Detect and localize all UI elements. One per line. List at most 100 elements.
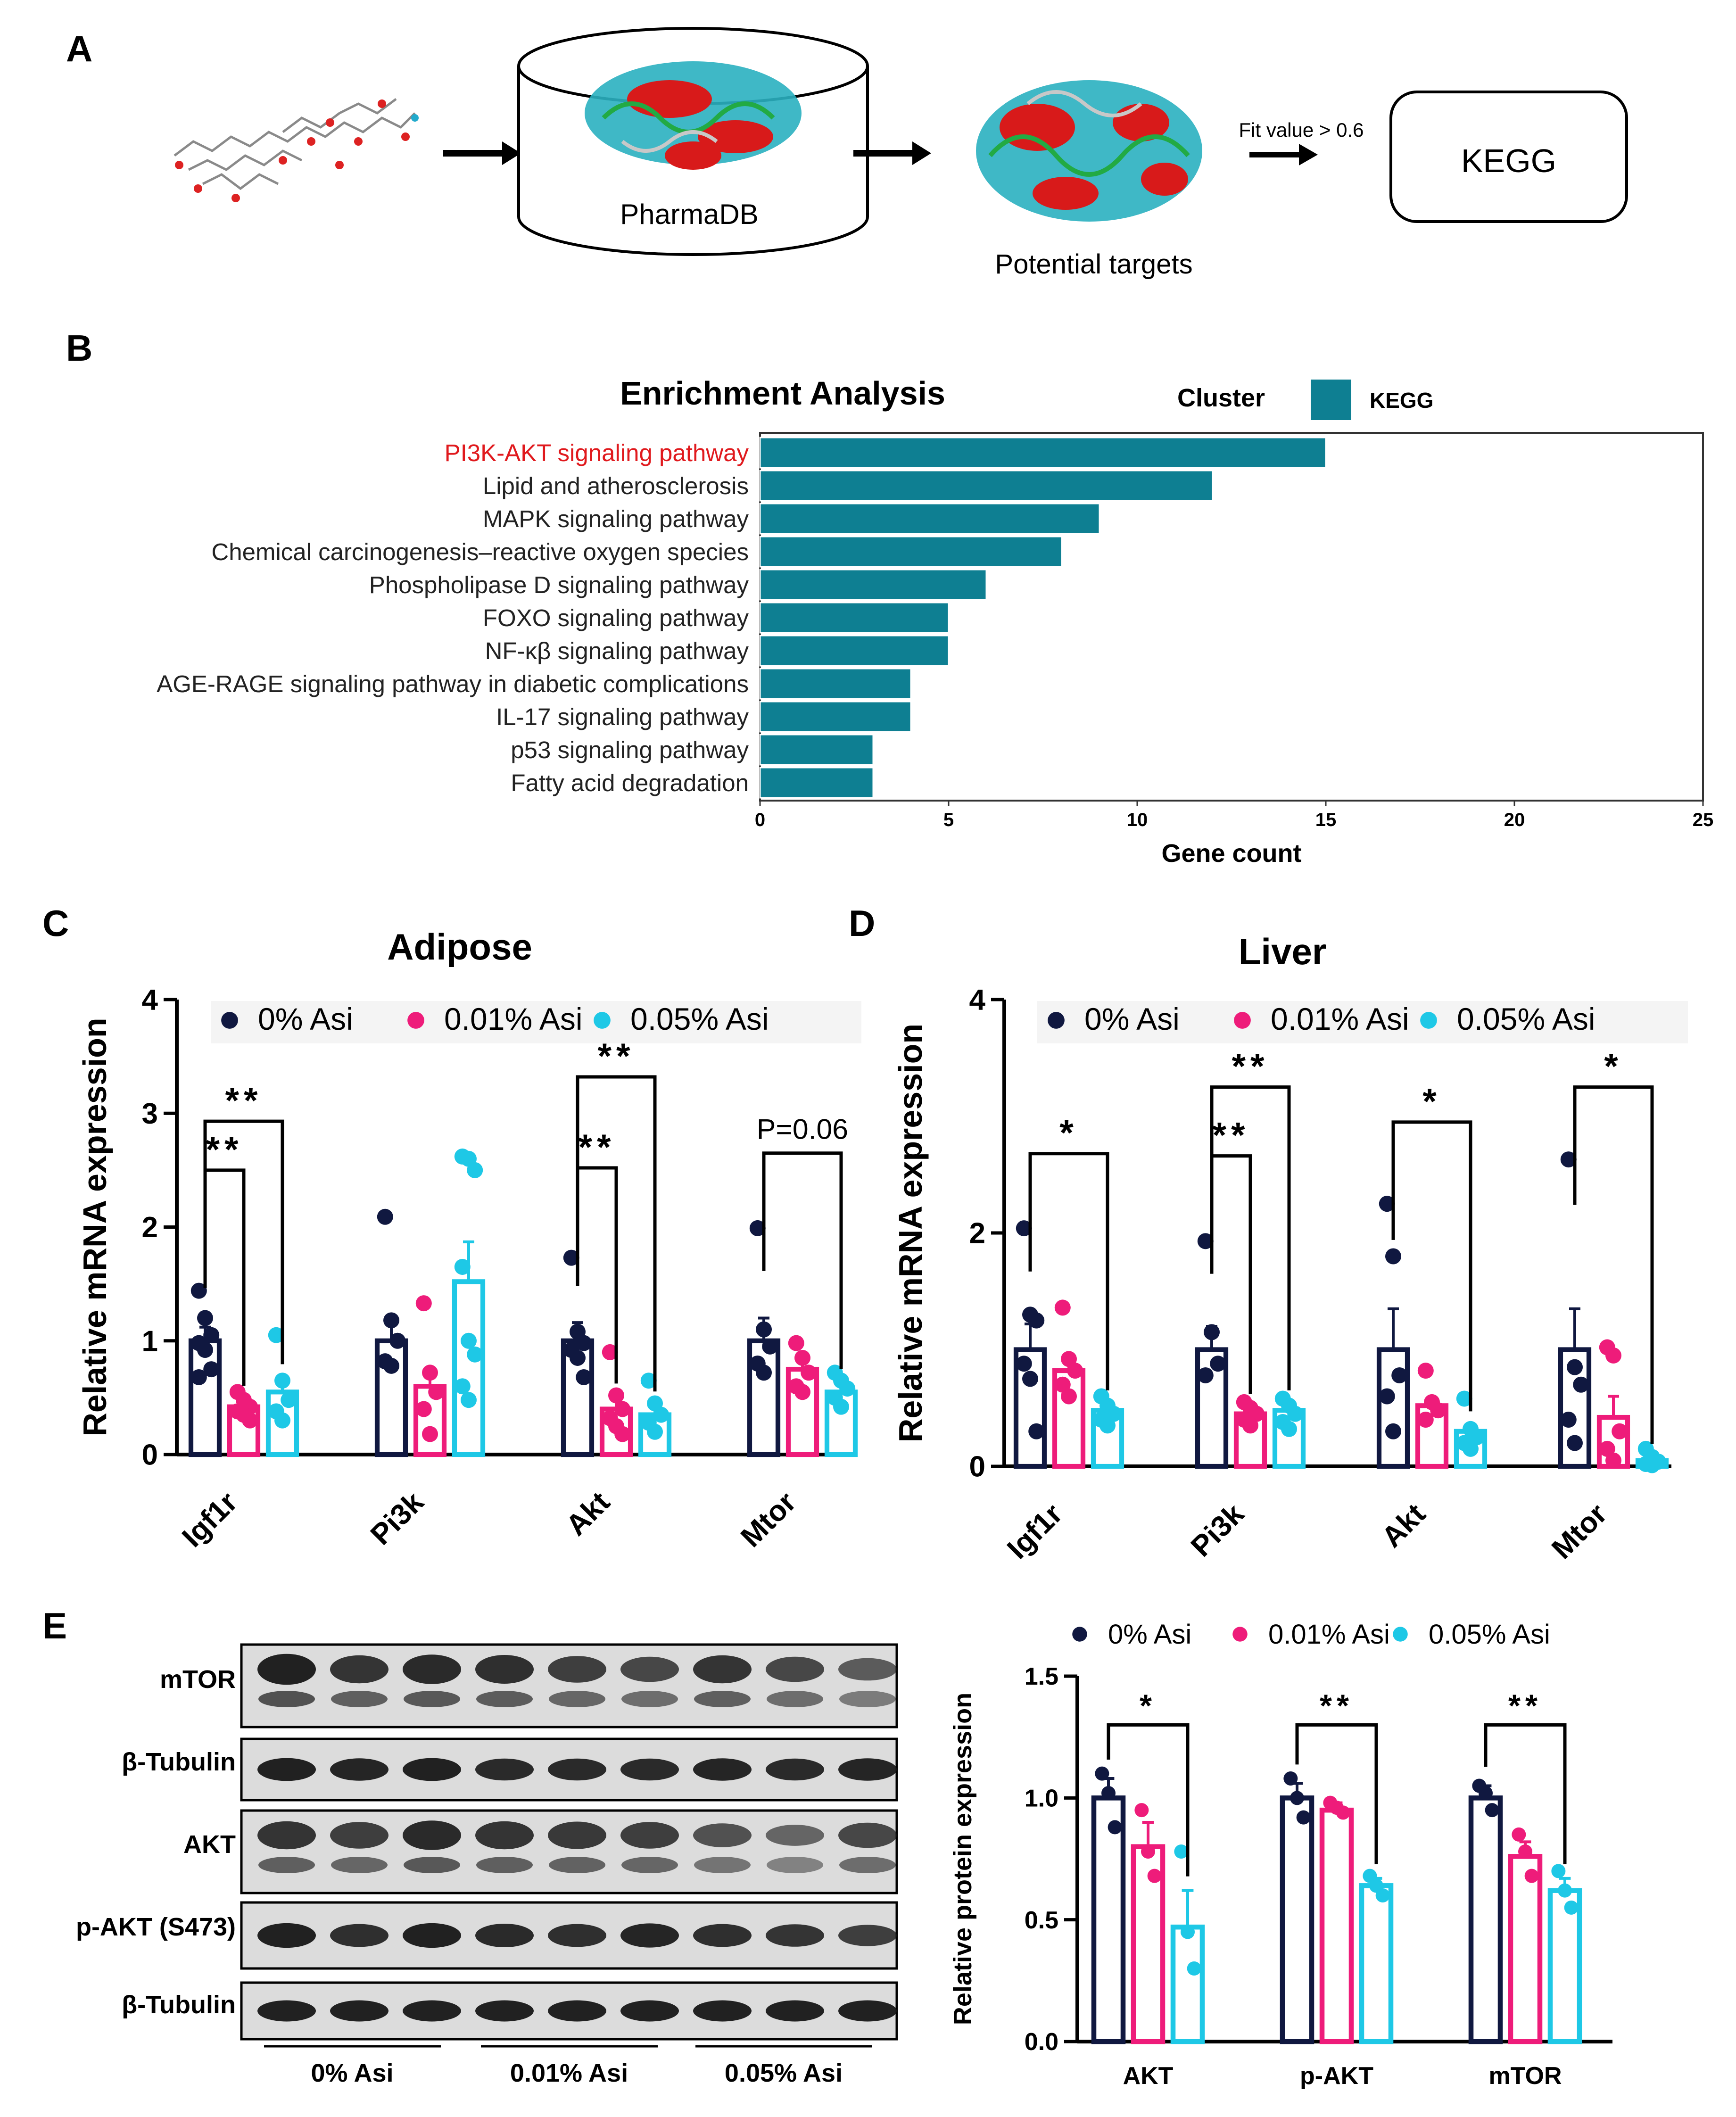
data-point <box>1204 1324 1220 1340</box>
blot-band <box>620 2000 679 2022</box>
blot-band <box>475 2000 534 2022</box>
blot-band <box>838 1925 897 1946</box>
data-point <box>1385 1423 1401 1439</box>
data-point <box>422 1364 438 1381</box>
data-point <box>1417 1363 1434 1379</box>
protein-structure-icon <box>976 80 1202 222</box>
blot-band <box>767 1691 823 1707</box>
data-point <box>647 1423 663 1440</box>
blot-band <box>403 1758 461 1781</box>
category-label: Chemical carcinogenesis–reactive oxygen … <box>211 538 749 565</box>
blot-band <box>693 2000 752 2022</box>
x-category-label: p-AKT <box>1300 2062 1373 2090</box>
data-point <box>197 1342 213 1358</box>
data-point <box>1016 1356 1032 1372</box>
data-point <box>1101 1786 1116 1800</box>
kegg-box <box>1389 91 1628 223</box>
x-category-label: Pi3k <box>1185 1497 1250 1563</box>
bar <box>759 767 874 799</box>
blot-band <box>620 1923 679 1948</box>
significance-label: ** <box>597 1036 635 1076</box>
data-point <box>1028 1423 1045 1439</box>
blot-band <box>258 1691 315 1707</box>
category-label: Lipid and atherosclerosis <box>483 472 749 499</box>
legend-marker <box>594 1012 611 1029</box>
bar <box>759 536 1063 568</box>
significance-label: * <box>1604 1047 1623 1087</box>
panel-label-b: B <box>66 327 92 369</box>
y-tick-label: 0.0 <box>1025 2028 1058 2056</box>
data-point <box>461 1332 477 1349</box>
data-point <box>422 1426 438 1442</box>
legend-marker <box>407 1012 424 1029</box>
data-point <box>794 1384 810 1400</box>
data-point <box>1336 1805 1350 1820</box>
data-point <box>762 1338 778 1355</box>
data-point <box>576 1335 592 1351</box>
bar <box>759 503 1100 535</box>
data-point <box>749 1220 766 1236</box>
y-axis-label: Relative protein expression <box>949 1693 977 2025</box>
data-point <box>1512 1827 1526 1842</box>
y-tick-label: 2 <box>142 1211 158 1244</box>
data-point <box>190 1369 207 1385</box>
significance-label: ** <box>1508 1688 1542 1723</box>
data-point <box>383 1312 399 1329</box>
data-point <box>1210 1356 1226 1372</box>
y-tick-label: 1.0 <box>1025 1785 1058 1812</box>
arrow-icon <box>1249 144 1318 165</box>
category-label: Fatty acid degradation <box>511 769 749 796</box>
data-point <box>1524 1869 1539 1883</box>
data-point <box>788 1335 804 1351</box>
y-tick-label: 0 <box>142 1439 158 1472</box>
panel-label-a: A <box>66 28 92 69</box>
blot-band <box>331 1691 388 1707</box>
blot-band <box>403 1654 461 1684</box>
targets-label: Potential targets <box>995 249 1192 280</box>
legend-label: 0% Asi <box>1108 1619 1191 1650</box>
data-point <box>563 1249 579 1266</box>
x-category-label: Akt <box>560 1486 616 1542</box>
data-point <box>1147 1869 1162 1883</box>
panel-label-e: E <box>42 1605 67 1646</box>
blot-band <box>839 1857 896 1873</box>
significance-label: * <box>1140 1688 1157 1723</box>
blot-band <box>403 1923 461 1948</box>
category-label: p53 signaling pathway <box>511 736 749 763</box>
legend-marker <box>1232 1627 1248 1642</box>
y-tick-label: 0 <box>969 1451 985 1483</box>
data-point <box>1551 1864 1566 1878</box>
data-point <box>1375 1888 1390 1902</box>
blot-band <box>766 1825 824 1846</box>
blot-band <box>476 1691 533 1707</box>
blot-band <box>403 2000 461 2022</box>
data-point <box>653 1406 670 1423</box>
data-point <box>608 1387 624 1404</box>
significance-bracket <box>1295 1723 1378 1864</box>
blot-band <box>838 2000 897 2022</box>
data-point <box>1385 1248 1401 1265</box>
data-point <box>1095 1766 1109 1781</box>
data-point <box>1379 1388 1395 1405</box>
blot-band <box>475 1821 534 1850</box>
bar <box>1091 1795 1126 2044</box>
bar <box>1508 1854 1543 2044</box>
data-point <box>1430 1402 1447 1419</box>
data-point <box>833 1398 849 1415</box>
y-axis-label: Relative mRNA expression <box>892 1024 929 1442</box>
x-tick-label: 15 <box>1315 810 1337 830</box>
data-point <box>1181 1925 1195 1939</box>
data-point <box>383 1357 399 1374</box>
blot-label-akt: AKT <box>183 1830 236 1859</box>
data-point <box>203 1361 220 1378</box>
x-tick-label: 25 <box>1693 810 1714 830</box>
data-point <box>1518 1844 1532 1859</box>
molecule-icon <box>174 98 419 202</box>
category-label: AGE-RAGE signaling pathway in diabetic c… <box>157 670 749 697</box>
data-point <box>1479 1786 1493 1800</box>
blot-band <box>766 1924 824 1947</box>
x-category-label: Pi3k <box>364 1486 430 1551</box>
data-point <box>268 1327 284 1343</box>
data-point <box>1605 1347 1621 1364</box>
